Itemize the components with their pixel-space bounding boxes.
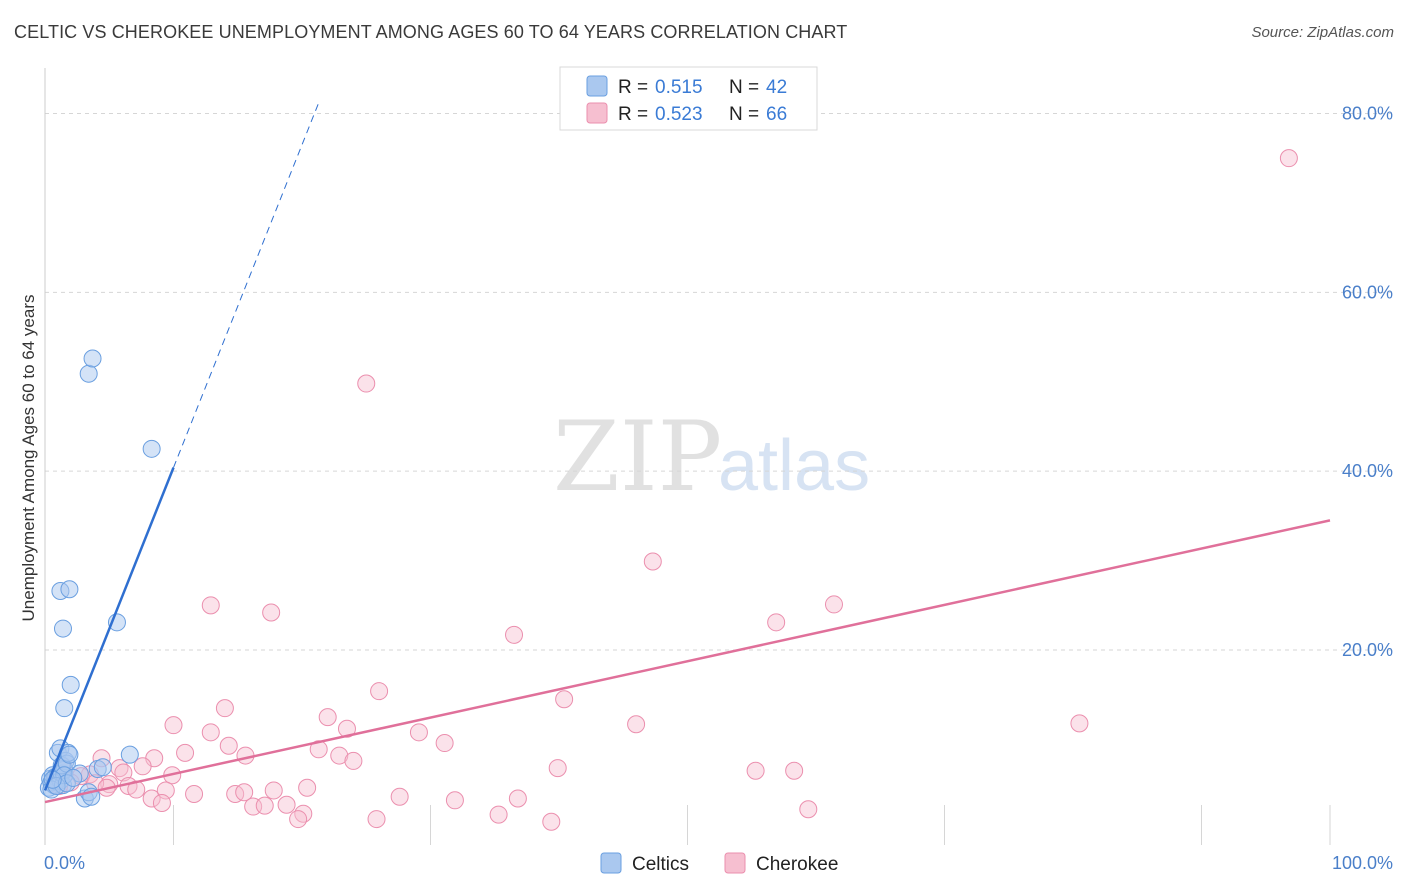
cherokee-point bbox=[289, 810, 308, 829]
cherokee-point bbox=[330, 746, 349, 765]
y-axis-title: Unemployment Among Ages 60 to 64 years bbox=[19, 295, 38, 622]
legend-cherokee-n-value: 66 bbox=[766, 104, 787, 125]
cherokee-point bbox=[627, 715, 646, 734]
cherokee-point bbox=[337, 719, 356, 738]
celtics-point bbox=[61, 675, 80, 694]
celtics-trend-line bbox=[43, 467, 175, 791]
bottom-legend-cherokee-label: Cherokee bbox=[756, 854, 838, 875]
cherokee-point bbox=[1070, 714, 1089, 733]
cherokee-point bbox=[1279, 149, 1298, 168]
legend-celtics-n-label: N = bbox=[729, 77, 759, 98]
celtics-point bbox=[64, 768, 83, 787]
cherokee-point bbox=[489, 805, 508, 824]
legend-cherokee-r-value: 0.523 bbox=[655, 104, 703, 125]
cherokee-point bbox=[824, 595, 843, 614]
cherokee-point bbox=[152, 793, 171, 812]
x-tick-label: 100.0% bbox=[1332, 853, 1393, 873]
cherokee-point bbox=[298, 778, 317, 797]
celtics-point bbox=[79, 364, 98, 383]
celtics-point bbox=[83, 349, 102, 368]
cherokee-point bbox=[799, 800, 818, 819]
cherokee-point bbox=[505, 625, 524, 644]
celtics-point bbox=[142, 439, 161, 458]
grid-lines bbox=[45, 112, 1392, 845]
celtics-point bbox=[55, 699, 74, 718]
cherokee-point bbox=[185, 785, 204, 804]
cherokee-point bbox=[643, 552, 662, 571]
bottom-legend-celtics-label: Celtics bbox=[632, 854, 689, 875]
celtics-point bbox=[93, 758, 112, 777]
cherokee-point bbox=[367, 810, 386, 829]
watermark-atlas: atlas bbox=[718, 426, 870, 506]
y-tick-label: 80.0% bbox=[1342, 103, 1393, 123]
cherokee-point bbox=[409, 723, 428, 742]
legend-celtics-r-value: 0.515 bbox=[655, 77, 703, 98]
watermark-zip: ZIP bbox=[553, 401, 722, 513]
cherokee-point bbox=[226, 785, 245, 804]
cherokee-point bbox=[542, 812, 561, 831]
cherokee-point bbox=[445, 791, 464, 810]
cherokee-point bbox=[133, 757, 152, 776]
celtics-point bbox=[60, 745, 79, 764]
cherokee-point bbox=[114, 763, 133, 782]
cherokee-point bbox=[370, 682, 389, 701]
cherokee-point bbox=[201, 596, 220, 615]
cherokee-point bbox=[201, 723, 220, 742]
cherokee-point bbox=[357, 374, 376, 393]
bottom-legend-celtics-swatch bbox=[600, 852, 622, 874]
chart-title: CELTIC VS CHEROKEE UNEMPLOYMENT AMONG AG… bbox=[14, 22, 848, 42]
cherokee-point bbox=[548, 759, 567, 778]
cherokee-point bbox=[318, 708, 337, 727]
cherokee-point bbox=[390, 787, 409, 806]
cherokee-point bbox=[767, 613, 786, 632]
x-tick-labels: 0.0% 100.0% bbox=[44, 853, 1393, 873]
cherokee-point bbox=[435, 734, 454, 753]
cherokee-point bbox=[508, 789, 527, 808]
cherokee-point bbox=[176, 743, 195, 762]
legend-celtics-n-value: 42 bbox=[766, 77, 787, 98]
cherokee-trend-line bbox=[44, 519, 1331, 804]
trend-lines bbox=[43, 102, 1331, 804]
y-tick-labels: 20.0% 40.0% 60.0% 80.0% bbox=[1342, 103, 1393, 660]
legend-celtics-swatch bbox=[586, 75, 608, 97]
cherokee-point bbox=[746, 761, 765, 780]
cherokee-point bbox=[262, 603, 281, 622]
celtics-points bbox=[39, 349, 161, 808]
celtics-trend-extension bbox=[173, 102, 320, 468]
bottom-legend: Celtics Cherokee bbox=[600, 852, 838, 875]
cherokee-point bbox=[164, 716, 183, 735]
celtics-point bbox=[120, 745, 139, 764]
cherokee-point bbox=[264, 781, 283, 800]
legend-cherokee-r-label: R = bbox=[618, 104, 648, 125]
legend-cherokee-n-label: N = bbox=[729, 104, 759, 125]
cherokee-point bbox=[215, 699, 234, 718]
y-tick-label: 60.0% bbox=[1342, 282, 1393, 302]
celtics-point bbox=[53, 619, 72, 638]
legend-box: R = 0.515 N = 42 R = 0.523 N = 66 bbox=[559, 66, 818, 131]
bottom-legend-cherokee-swatch bbox=[724, 852, 746, 874]
cherokee-point bbox=[219, 736, 238, 755]
cherokee-point bbox=[142, 789, 161, 808]
x-tick-label: 0.0% bbox=[44, 853, 85, 873]
source-credit: Source: ZipAtlas.com bbox=[1251, 24, 1394, 41]
y-tick-label: 40.0% bbox=[1342, 461, 1393, 481]
cherokee-point bbox=[277, 795, 296, 814]
cherokee-point bbox=[785, 761, 804, 780]
cherokee-point bbox=[294, 804, 313, 823]
celtics-point bbox=[60, 580, 79, 599]
cherokee-point bbox=[555, 690, 574, 709]
cherokee-point bbox=[235, 783, 254, 802]
y-tick-label: 20.0% bbox=[1342, 640, 1393, 660]
cherokee-point bbox=[344, 751, 363, 770]
legend-celtics-r-label: R = bbox=[618, 77, 648, 98]
cherokee-point bbox=[255, 796, 274, 815]
legend-cherokee-swatch bbox=[586, 102, 608, 124]
